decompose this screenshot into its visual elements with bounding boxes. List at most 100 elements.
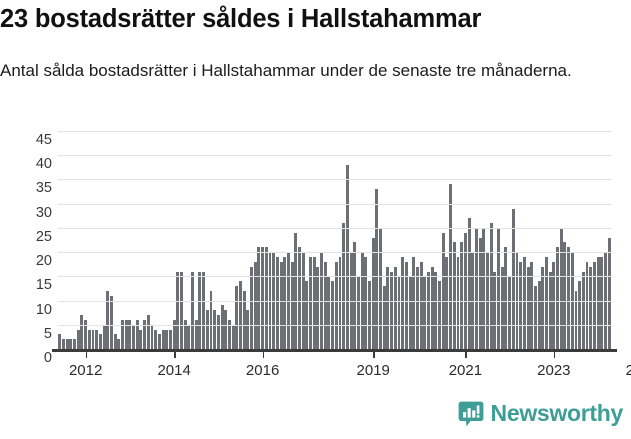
bar [157, 334, 161, 349]
bar [213, 310, 217, 349]
bar [364, 256, 368, 349]
bar [298, 247, 301, 349]
y-axis-tick-label: 0 [43, 350, 52, 366]
bar [474, 227, 478, 349]
gridline [58, 300, 611, 302]
bar [323, 261, 327, 349]
bar [220, 305, 224, 349]
bar [368, 281, 371, 349]
bar [102, 324, 106, 349]
bar [139, 329, 143, 349]
bar [375, 189, 379, 349]
bar [592, 261, 596, 349]
bar [397, 276, 401, 349]
bar [279, 261, 283, 349]
x-axis-tick [465, 351, 467, 358]
bar [124, 319, 128, 349]
bar [165, 329, 169, 349]
bar [452, 242, 456, 349]
bar [497, 227, 501, 349]
bar [191, 271, 195, 349]
chart-subtitle: Antal sålda bostadsrätter i Hallstahamma… [0, 61, 572, 80]
bar [239, 281, 242, 349]
bar-series [58, 131, 611, 349]
x-axis-tick [85, 351, 88, 358]
bar [98, 334, 102, 349]
bar [445, 256, 449, 349]
bar [117, 339, 121, 349]
x-axis-tick-label: 2023 [537, 362, 571, 379]
y-axis-tick-label: 35 [35, 180, 52, 197]
bar [69, 339, 73, 349]
bar [294, 232, 298, 349]
bar [290, 261, 294, 349]
bar [423, 276, 427, 349]
bar [76, 329, 80, 349]
bar [132, 324, 136, 349]
bar [106, 290, 110, 349]
y-axis-tick-label: 40 [35, 156, 52, 173]
bar [401, 256, 405, 349]
bar [253, 261, 257, 349]
x-axis-tick-label: 2014 [157, 362, 191, 379]
bar [327, 276, 331, 349]
bar [463, 232, 467, 349]
bar [559, 227, 563, 349]
bar [216, 315, 220, 349]
bar [154, 329, 158, 349]
bar [379, 227, 383, 349]
bar [353, 242, 357, 349]
bar [545, 256, 548, 349]
bar [187, 324, 191, 349]
gridline [58, 179, 611, 181]
bar [202, 271, 206, 349]
bar [305, 281, 309, 349]
newsworthy-logo[interactable]: Newsworthy [458, 400, 623, 427]
bar [84, 319, 88, 349]
gridline [58, 276, 611, 278]
bar [390, 271, 394, 349]
bar [246, 310, 250, 349]
bar [309, 256, 312, 349]
bar [95, 329, 99, 349]
bar [567, 247, 571, 349]
bar [65, 339, 69, 349]
bar [58, 334, 62, 349]
bar [415, 266, 419, 349]
bar [198, 271, 202, 349]
x-axis-tick [262, 351, 265, 358]
plot-area [58, 131, 611, 350]
bar [231, 324, 235, 349]
bar-chart: 0 5 10 15 20 25 30 35 40 45 2012 2014 2016 2019 2021 2… [0, 122, 631, 390]
bar [312, 256, 316, 349]
bar [556, 247, 559, 349]
x-axis-tick [553, 351, 556, 358]
page-title: 23 bostadsrätter såldes i Hallstahammar [0, 5, 482, 33]
bar [235, 286, 239, 349]
bar [209, 290, 213, 349]
bar [522, 256, 526, 349]
bar [412, 256, 416, 349]
gridline [58, 131, 611, 132]
y-axis-tick-label: 15 [35, 277, 52, 294]
bar [242, 290, 246, 349]
bar [316, 266, 320, 349]
bar [283, 256, 287, 349]
bar [146, 315, 150, 349]
bar [504, 247, 508, 349]
bar [438, 281, 442, 349]
y-axis: 0 5 10 15 20 25 30 35 40 45 [0, 131, 52, 366]
bar [600, 256, 604, 349]
bar [449, 184, 453, 349]
bar [519, 261, 523, 349]
chart-footer: Newsworthy [0, 398, 631, 439]
bar [607, 237, 611, 349]
bar [257, 247, 261, 349]
bar [500, 266, 504, 349]
bar [172, 319, 176, 349]
bar [161, 329, 165, 349]
bar [548, 271, 552, 349]
bar [205, 310, 209, 349]
bar [150, 324, 154, 349]
